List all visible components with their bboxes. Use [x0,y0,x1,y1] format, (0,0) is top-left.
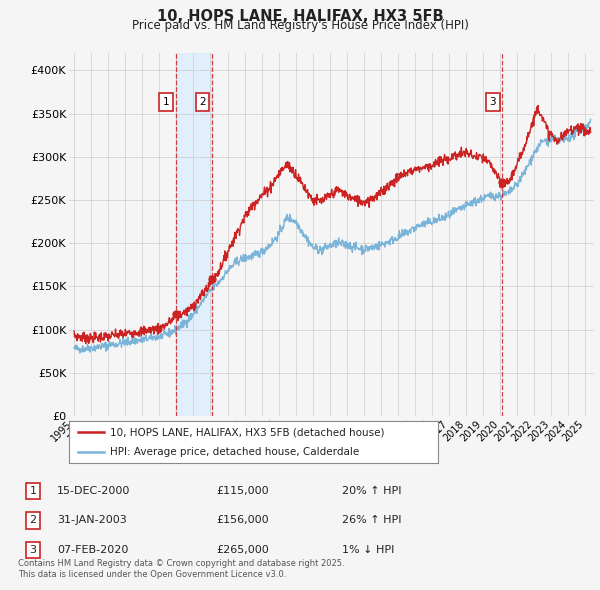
Text: £265,000: £265,000 [216,545,269,555]
Text: £156,000: £156,000 [216,516,269,525]
Text: 3: 3 [29,545,37,555]
Text: Price paid vs. HM Land Registry's House Price Index (HPI): Price paid vs. HM Land Registry's House … [131,19,469,32]
Text: 10, HOPS LANE, HALIFAX, HX3 5FB (detached house): 10, HOPS LANE, HALIFAX, HX3 5FB (detache… [110,427,384,437]
Text: 26% ↑ HPI: 26% ↑ HPI [342,516,401,525]
Text: £115,000: £115,000 [216,486,269,496]
Text: 2: 2 [199,97,206,107]
Text: 1: 1 [29,486,37,496]
Text: 2: 2 [29,516,37,525]
Text: 31-JAN-2003: 31-JAN-2003 [57,516,127,525]
Text: Contains HM Land Registry data © Crown copyright and database right 2025.: Contains HM Land Registry data © Crown c… [18,559,344,568]
Text: 15-DEC-2000: 15-DEC-2000 [57,486,130,496]
Text: HPI: Average price, detached house, Calderdale: HPI: Average price, detached house, Cald… [110,447,359,457]
Bar [176,53,212,416]
Text: 1% ↓ HPI: 1% ↓ HPI [342,545,394,555]
Text: 07-FEB-2020: 07-FEB-2020 [57,545,128,555]
Text: 20% ↑ HPI: 20% ↑ HPI [342,486,401,496]
Text: This data is licensed under the Open Government Licence v3.0.: This data is licensed under the Open Gov… [18,571,286,579]
Text: 3: 3 [489,97,496,107]
Text: 1: 1 [163,97,170,107]
Text: 10, HOPS LANE, HALIFAX, HX3 5FB: 10, HOPS LANE, HALIFAX, HX3 5FB [157,9,443,24]
